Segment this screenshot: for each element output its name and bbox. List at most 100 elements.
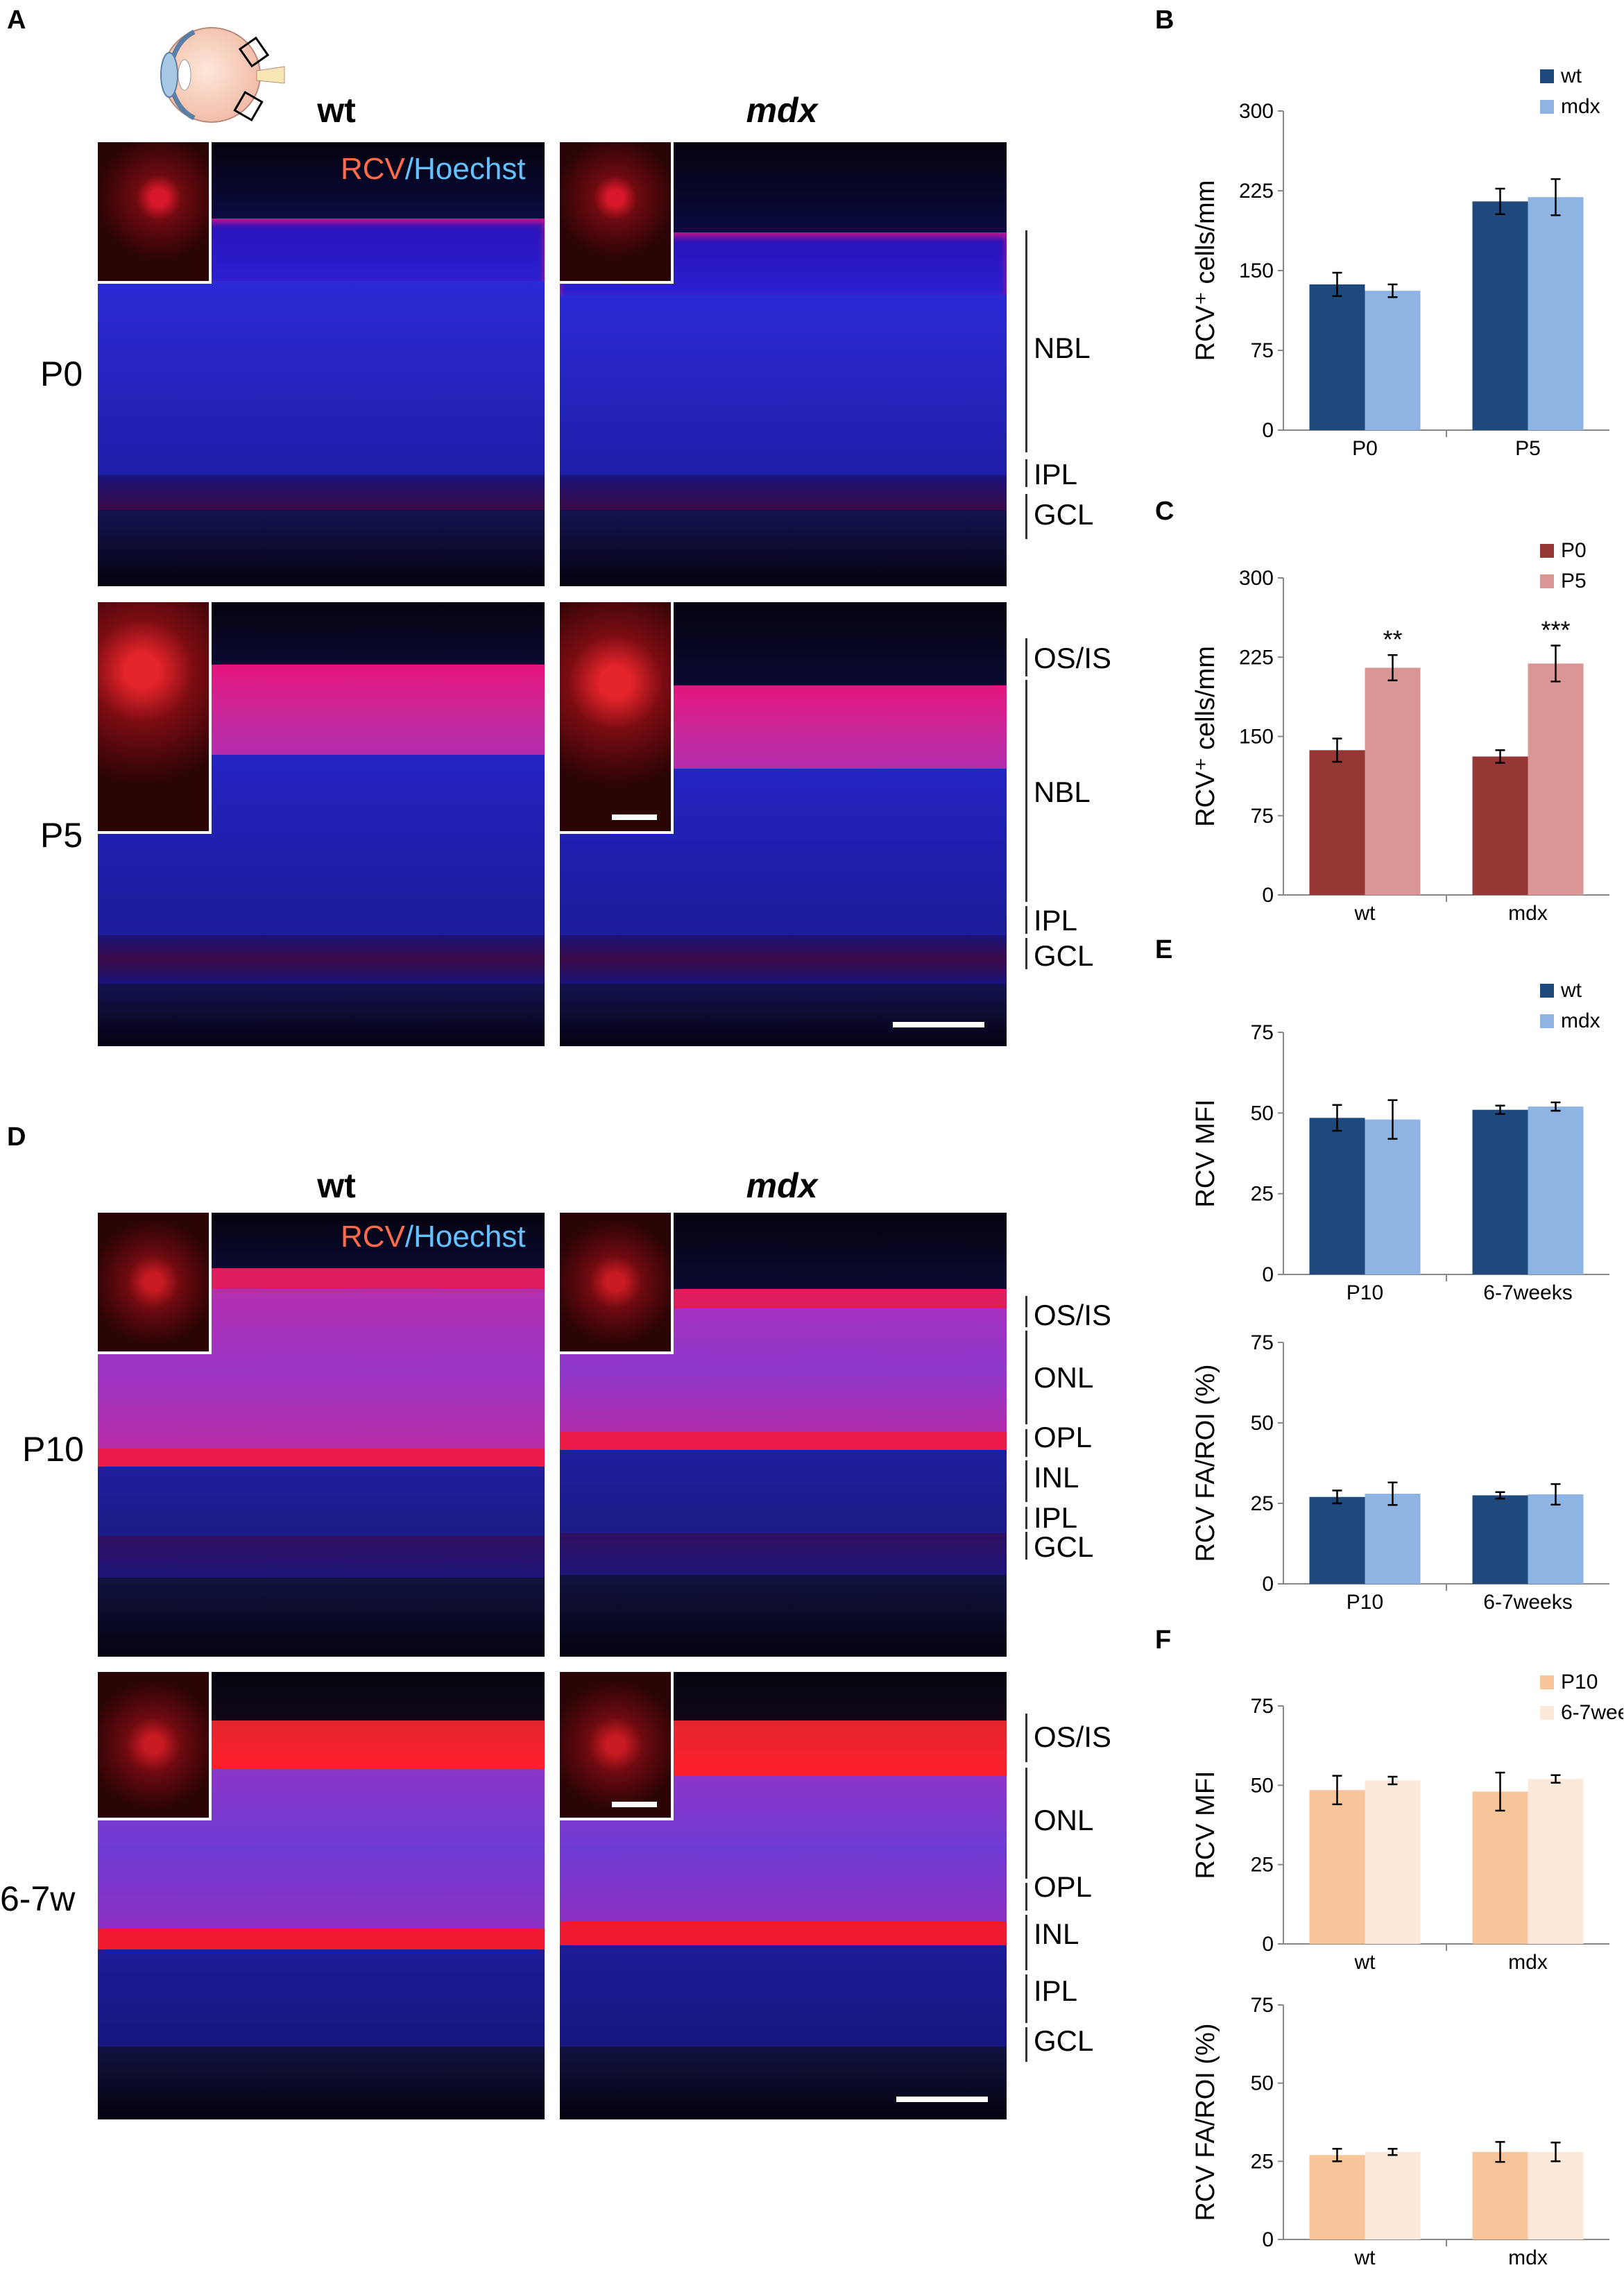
layer-bracket-ipl-p10: [1025, 1507, 1027, 1529]
layer-bracket-opl-67w: [1025, 1883, 1027, 1911]
y-tick-label: 25: [1251, 1854, 1274, 1877]
panel-letter-c: C: [1155, 497, 1174, 526]
bar-wt-P5: [1472, 201, 1528, 430]
layer-label-onl-p10: ONL: [1034, 1361, 1094, 1394]
y-axis-label: RCV FA/ROI (%): [1191, 2023, 1220, 2221]
x-tick-label: wt: [1354, 2246, 1376, 2269]
chart-b: 0 75 150 225 300 RCV⁺ cells/mm P0 P5 wt mdx: [1191, 65, 1609, 460]
x-tick-label: mdx: [1508, 902, 1548, 925]
row-label-p10: P10: [22, 1430, 84, 1469]
y-tick-label: 0: [1262, 419, 1274, 442]
panel-letter-e: E: [1155, 935, 1173, 964]
layer-label-ipl-67w: IPL: [1034, 1974, 1078, 2007]
layer-bracket-osis-p5: [1025, 638, 1027, 676]
y-tick-label: 25: [1251, 1183, 1274, 1206]
x-tick-label: P5: [1515, 437, 1541, 460]
bar-mdx-P0: [1365, 291, 1421, 430]
legend-label-wt: wt: [1560, 65, 1582, 87]
bar-wt-6-7weeks: [1472, 1109, 1528, 1274]
bar-mdx-6-7weeks: [1528, 1494, 1584, 1584]
y-tick-label: 0: [1262, 884, 1274, 907]
legend-swatch-6-7weeks: [1540, 1706, 1554, 1720]
y-tick-label: 25: [1251, 1492, 1274, 1515]
y-tick-label: 0: [1262, 2228, 1274, 2251]
y-tick-label: 75: [1251, 339, 1274, 362]
y-axis-label: RCV MFI: [1191, 1099, 1220, 1207]
layer-label-ipl-p5: IPL: [1034, 904, 1078, 937]
bar-wt-P10: [1309, 1118, 1365, 1274]
y-tick-label: 150: [1239, 726, 1274, 749]
row-label-6-7w: 6-7w: [0, 1879, 76, 1918]
layer-bracket-gcl-p5: [1025, 938, 1027, 969]
bar-mdx-P10: [1365, 1119, 1421, 1274]
layer-bracket-ipl-p0: [1025, 459, 1027, 487]
layer-bracket-inl-p10: [1025, 1460, 1027, 1502]
y-tick-label: 75: [1251, 1021, 1274, 1044]
chart-e1: 0 25 50 75 RCV MFI P10 6-7weeks wt mdx: [1191, 979, 1609, 1304]
layer-bracket-opl-p10: [1025, 1429, 1027, 1457]
layer-bracket-onl-67w: [1025, 1768, 1027, 1879]
layer-label-nbl-p0: NBL: [1034, 332, 1091, 364]
layer-label-opl-67w: OPL: [1034, 1870, 1093, 1903]
layer-bracket-osis-p10: [1025, 1296, 1027, 1327]
y-tick-label: 225: [1239, 180, 1274, 203]
x-tick-label: wt: [1354, 902, 1376, 925]
panel-letter-a: A: [7, 6, 26, 35]
legend-swatch-mdx: [1540, 100, 1554, 114]
bar-6-7weeks-wt: [1365, 2151, 1421, 2239]
y-tick-label: 50: [1251, 2072, 1274, 2095]
legend-swatch-P0: [1540, 544, 1554, 558]
legend-label-wt: wt: [1560, 979, 1582, 1002]
bar-wt-6-7weeks: [1472, 1495, 1528, 1584]
y-tick-label: 0: [1262, 1573, 1274, 1596]
bar-P0-mdx: [1472, 756, 1528, 895]
y-tick-label: 75: [1251, 1331, 1274, 1354]
column-title-mdx-top: mdx: [746, 91, 818, 130]
stain-legend-top: RCV/Hoechst: [341, 152, 526, 186]
chart-f2: 0 25 50 75 RCV FA/ROI (%) wt mdx: [1191, 1994, 1609, 2269]
layer-label-opl-p10: OPL: [1034, 1421, 1093, 1453]
layer-bracket-gcl-67w: [1025, 2027, 1027, 2062]
x-tick-label: 6-7weeks: [1483, 1281, 1572, 1304]
x-tick-label: mdx: [1508, 1951, 1548, 1974]
layer-label-inl-p10: INL: [1034, 1461, 1079, 1494]
bar-mdx-6-7weeks: [1528, 1107, 1584, 1274]
bar-wt-P0: [1309, 284, 1365, 430]
y-axis-label: RCV⁺ cells/mm: [1191, 646, 1220, 827]
layer-bracket-inl-67w: [1025, 1915, 1027, 1970]
significance-label: ***: [1541, 615, 1570, 644]
y-tick-label: 0: [1262, 1263, 1274, 1286]
legend-label-P5: P5: [1561, 570, 1587, 592]
column-title-wt-bottom: wt: [317, 1166, 356, 1205]
layer-label-onl-67w: ONL: [1034, 1804, 1094, 1836]
bar-mdx-P10: [1365, 1494, 1421, 1584]
legend-swatch-wt: [1540, 69, 1554, 83]
layer-label-ipl-p10: IPL: [1034, 1501, 1078, 1534]
y-axis-label: RCV⁺ cells/mm: [1191, 180, 1220, 361]
row-label-p0: P0: [40, 355, 83, 393]
panel-letter-f: F: [1155, 1625, 1172, 1655]
layer-label-gcl-p10: GCL: [1034, 1530, 1094, 1563]
y-tick-label: 75: [1251, 1994, 1274, 2017]
x-tick-label: 6-7weeks: [1483, 1591, 1572, 1614]
layer-label-gcl-p0: GCL: [1034, 498, 1094, 531]
y-tick-label: 300: [1239, 567, 1274, 590]
inset-scale-bar-bottom: [612, 1802, 657, 1807]
layer-label-inl-67w: INL: [1034, 1918, 1079, 1950]
legend-label-P0: P0: [1561, 539, 1587, 562]
legend-swatch-wt: [1540, 984, 1554, 998]
layer-label-gcl-67w: GCL: [1034, 2024, 1094, 2057]
bar-P5-mdx: [1528, 663, 1584, 895]
micrograph-6-7w-mdx: [560, 1672, 1007, 2119]
eye-diagram-icon: [160, 27, 285, 123]
chart-f1: 0 25 50 75 RCV MFI wt mdx P10 6-7weeks: [1191, 1671, 1623, 1974]
legend-label-6-7weeks: 6-7weeks: [1561, 1701, 1623, 1724]
bar-P0-wt: [1309, 750, 1365, 895]
layer-bracket-osis-67w: [1025, 1714, 1027, 1762]
panel-letter-d: D: [7, 1123, 26, 1152]
y-tick-label: 50: [1251, 1412, 1274, 1435]
layer-label-nbl-p5: NBL: [1034, 776, 1091, 808]
panel-letter-b: B: [1155, 6, 1174, 35]
y-tick-label: 75: [1251, 1695, 1274, 1718]
x-tick-label: P10: [1347, 1281, 1383, 1304]
